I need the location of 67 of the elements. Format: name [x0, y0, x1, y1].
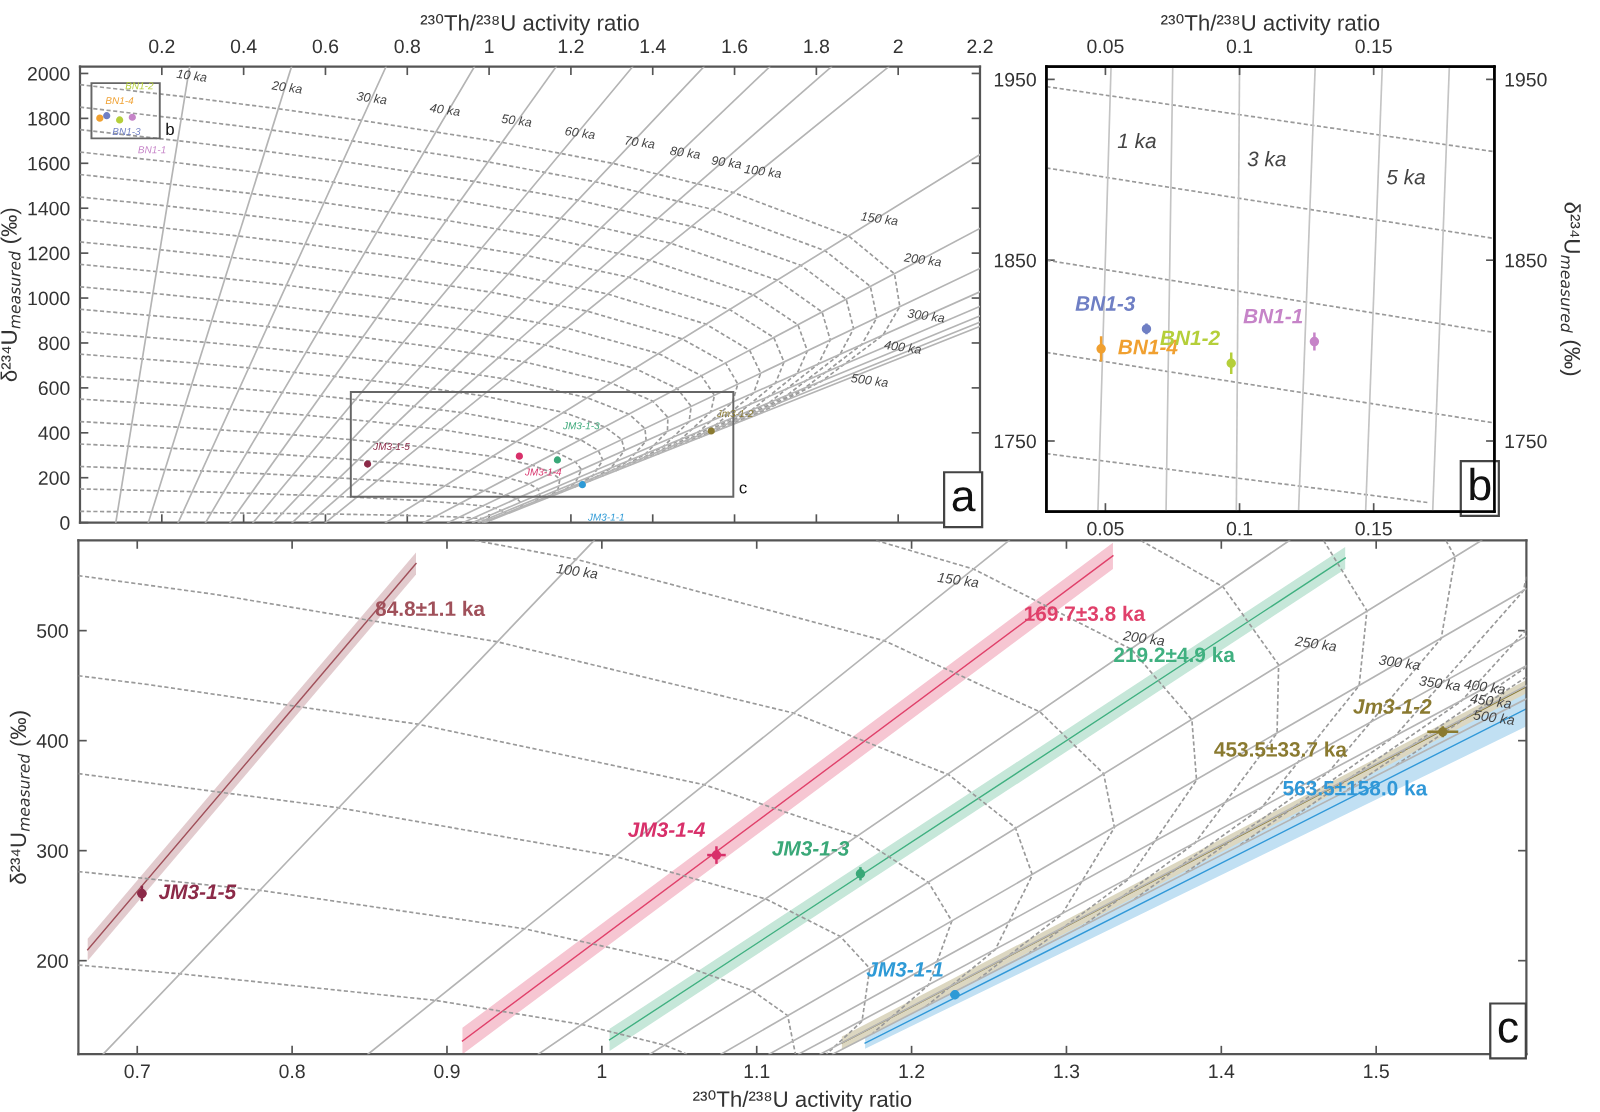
y-tick-label: 1750: [994, 434, 1036, 449]
y-tick-label: 600: [38, 381, 70, 396]
y-tick-label: 0: [60, 516, 70, 530]
series-label: JM3-1-3: [772, 841, 850, 856]
x-tick-label: 0.15: [1355, 521, 1392, 536]
x-tick-label: 1.2: [558, 39, 584, 53]
y-tick-label: 800: [38, 336, 70, 351]
series-label: 84.8±1.1 ka: [375, 600, 486, 617]
series-label: JM3-1-5: [158, 884, 237, 900]
series-label: BN1-1: [1243, 309, 1303, 324]
x-tick-label: 0.05: [1087, 521, 1124, 536]
y-tick-label: 300: [36, 844, 68, 858]
y-tick-label: 1600: [28, 156, 70, 171]
y2-tick-label: 1850: [1505, 253, 1547, 268]
y-tick-label: 1400: [28, 201, 70, 216]
y-tick-label: 1200: [28, 246, 70, 261]
y-tick-label: 1000: [28, 291, 70, 306]
y-tick-label: 200: [38, 471, 70, 485]
x-tick-label: 2: [893, 39, 903, 53]
x-tick-label: 1: [485, 39, 494, 53]
x-axis-title: ²³⁰Th/²³⁸U activity ratio: [420, 14, 639, 36]
x-tick-label: 0.1: [1226, 521, 1253, 536]
x-tick-label: 1.2: [899, 1064, 925, 1078]
annotation: a: [952, 487, 976, 512]
series-label: JM3-1-4: [628, 822, 705, 838]
x-tick-label: 1: [597, 1064, 607, 1078]
annotation: c: [1498, 1018, 1518, 1043]
x-tick-label: 0.4: [230, 39, 257, 54]
x-tick-label: 1.4: [640, 39, 666, 53]
x-tick-label: 1.5: [1364, 1064, 1389, 1079]
x-axis-title: ²³⁰Th/²³⁸U activity ratio: [693, 1090, 912, 1112]
series-label: JM3-1-1: [866, 962, 943, 977]
series-label: Jm3-1-2: [1353, 699, 1432, 714]
y-tick-label: 1800: [28, 111, 70, 126]
x-tick-label: 1.8: [804, 39, 830, 54]
series-label: BN1-3: [1075, 296, 1136, 311]
x-tick-label: 0.7: [124, 1064, 150, 1079]
y2-axis-title: δ²³⁴U$_{measured}$ (‰): [1560, 202, 1581, 376]
annotation: b: [166, 122, 174, 136]
x-tick-label: 0.2: [149, 39, 175, 54]
annotation: b: [1470, 467, 1491, 501]
x-tick-label: 0.9: [434, 1064, 460, 1079]
y-tick-label: 500: [37, 624, 68, 638]
x2-axis-title: ²³⁰Th/²³⁸U activity ratio: [1161, 14, 1380, 36]
annotation: 5 ka: [1386, 169, 1425, 185]
annotation: c: [739, 484, 747, 494]
y-tick-label: 200: [37, 954, 68, 968]
y-tick-label: 400: [36, 734, 68, 748]
series-label: 453.5±33.7 ka: [1214, 741, 1348, 757]
x-tick-label: 1.6: [722, 39, 748, 54]
y-tick-label: 1850: [994, 253, 1036, 268]
y-tick-label: 2000: [28, 66, 70, 81]
annotation: 1 ka: [1117, 132, 1156, 149]
x-tick-label: 1.4: [1209, 1064, 1235, 1078]
y-tick-label: 1950: [994, 72, 1036, 87]
y2-tick-label: 1750: [1505, 434, 1547, 449]
y-tick-label: 400: [38, 426, 70, 441]
x-tick-label: 2.2: [967, 39, 993, 53]
x-tick-label: 1.3: [1054, 1064, 1080, 1079]
x-tick-label: 0.8: [279, 1064, 305, 1079]
x-tick-label: 0.8: [394, 39, 420, 54]
y-axis-title: δ²³⁴U$_{measured}$ (‰): [9, 711, 31, 884]
x-tick-label: 0.6: [312, 39, 339, 54]
y2-tick-label: 1950: [1505, 72, 1547, 87]
y-axis-title: δ²³⁴U$_{measured}$ (‰): [0, 208, 22, 382]
x-tick-label: 1.1: [744, 1064, 770, 1078]
annotation: 3 ka: [1247, 151, 1286, 167]
